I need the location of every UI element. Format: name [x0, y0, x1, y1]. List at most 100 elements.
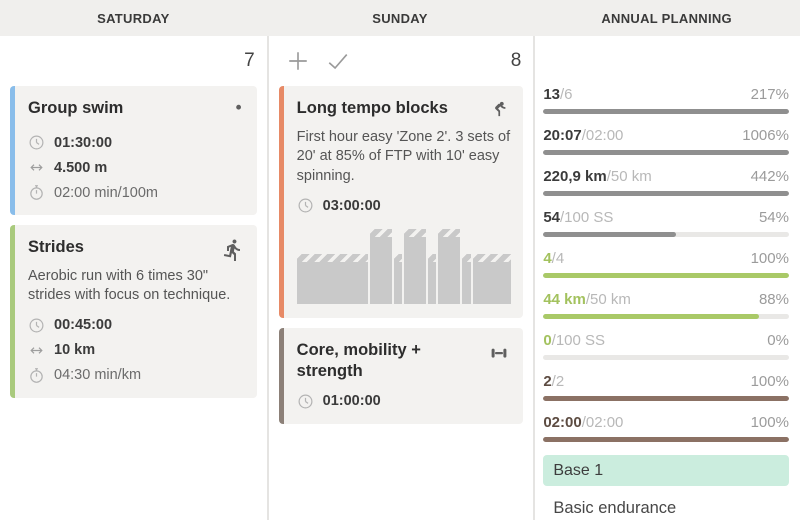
goal-progress-bar	[543, 396, 789, 401]
clock-icon	[297, 393, 314, 410]
goal-progress-bar	[543, 355, 789, 360]
goal-value: 02:00	[543, 414, 582, 431]
workout-profile-chart	[296, 226, 512, 305]
workout-profile-bar	[296, 254, 368, 305]
workout-title: Group swim	[28, 99, 124, 117]
goal-percent: 0%	[767, 332, 789, 349]
goal-progress-bar	[543, 191, 789, 196]
day-header-strip: SATURDAY SUNDAY ANNUAL PLANNING	[0, 0, 800, 36]
metric-value: 04:30 min/km	[54, 367, 142, 384]
workout-metric: 00:45:00	[28, 317, 245, 334]
stopwatch-icon	[28, 367, 45, 384]
goal-label: 4/4	[543, 250, 564, 268]
annual-goal-row: 13/6 217%	[543, 86, 789, 114]
annual-goal-row: 4/4 100%	[543, 250, 789, 278]
clock-icon	[28, 134, 45, 151]
annual-goal-row: 0/100 SS 0%	[543, 332, 789, 360]
goal-value: 0	[543, 332, 552, 349]
goal-progress-bar	[543, 273, 789, 278]
workout-profile-bar	[472, 254, 512, 305]
stopwatch-icon	[28, 184, 45, 201]
goal-target: /4	[551, 250, 565, 267]
goal-progress-bar	[543, 437, 789, 442]
phase-badge: Base 1	[543, 455, 789, 486]
goal-percent: 217%	[750, 86, 789, 103]
goal-value: 20:07	[543, 127, 582, 144]
metric-value: 01:30:00	[54, 134, 113, 151]
dumbbell-icon	[487, 341, 511, 365]
goal-percent: 54%	[758, 209, 789, 226]
goal-target: /50 km	[606, 168, 652, 185]
check-icon	[324, 47, 352, 75]
distance-arrow-icon	[28, 342, 45, 359]
column-annual-planning: 13/6 217% 20:07/02:00 1006% 220,9 km/50 …	[533, 36, 800, 520]
goal-value: 2	[543, 373, 552, 390]
workout-metric: 4.500 m	[28, 159, 245, 176]
goal-target: /02:00	[581, 414, 624, 431]
annual-goal-row: 54/100 SS 54%	[543, 209, 789, 237]
metric-value: 02:00 min/100m	[54, 184, 158, 201]
workout-metric: 03:00:00	[297, 197, 512, 214]
metric-value: 01:00:00	[322, 393, 381, 410]
workout-metric: 02:00 min/100m	[28, 184, 245, 201]
metric-value: 10 km	[54, 342, 96, 359]
workout-card[interactable]: Strides Aerobic run with 6 times 30" str…	[10, 225, 257, 398]
annual-goal-row: 02:00/02:00 100%	[543, 414, 789, 442]
workout-card[interactable]: Core, mobility + strength 01:00:00	[278, 328, 524, 424]
goal-target: /100 SS	[560, 209, 614, 226]
metric-value: 03:00:00	[322, 197, 381, 214]
day-header-annual-planning: ANNUAL PLANNING	[601, 10, 732, 26]
goal-target: /6	[560, 86, 573, 103]
clock-icon	[297, 197, 314, 214]
day-header-sunday: SUNDAY	[372, 10, 428, 26]
annual-goal-row: 44 km/50 km 88%	[543, 291, 789, 319]
goal-percent: 88%	[758, 291, 789, 308]
goal-label: 02:00/02:00	[543, 414, 623, 432]
goal-label: 20:07/02:00	[543, 127, 623, 145]
workout-metric: 04:30 min/km	[28, 367, 245, 384]
goal-value: 4	[543, 250, 552, 267]
goal-label: 44 km/50 km	[543, 291, 631, 309]
plus-icon	[284, 47, 312, 75]
sunday-day-number: 8	[510, 50, 522, 71]
goal-label: 13/6	[543, 86, 572, 104]
goal-value: 54	[543, 209, 560, 226]
workout-title: Core, mobility + strength	[296, 341, 421, 380]
complete-workout-button[interactable]	[323, 46, 353, 76]
goal-label: 2/2	[543, 373, 564, 391]
goal-target: /50 km	[585, 291, 631, 308]
goal-progress-bar	[543, 314, 789, 319]
run-icon	[221, 238, 245, 262]
add-workout-button[interactable]	[283, 46, 313, 76]
metric-value: 4.500 m	[54, 159, 108, 176]
workout-profile-bar	[428, 254, 437, 305]
goal-progress-bar	[543, 232, 789, 237]
goal-target: /02:00	[581, 127, 624, 144]
workout-metric: 01:30:00	[28, 134, 245, 151]
workout-card[interactable]: Group swim 01:30:00 4.500 m 02:00 min/10…	[10, 86, 257, 215]
goal-value: 13	[543, 86, 560, 103]
saturday-toolbar: 7	[0, 36, 267, 86]
goal-label: 54/100 SS	[543, 209, 613, 227]
annual-goal-row: 220,9 km/50 km 442%	[543, 168, 789, 196]
workout-description: First hour easy 'Zone 2'. 3 sets of 20' …	[296, 129, 511, 184]
distance-arrow-icon	[28, 159, 45, 176]
workout-card[interactable]: Long tempo blocks First hour easy 'Zone …	[278, 86, 524, 319]
workout-profile-bar	[393, 254, 403, 305]
saturday-day-number: 7	[244, 50, 255, 71]
workout-profile-bar	[404, 228, 426, 305]
goal-progress-bar	[543, 150, 789, 155]
workout-metric: 10 km	[28, 342, 245, 359]
goal-label: 220,9 km/50 km	[543, 168, 651, 186]
swim-icon	[221, 99, 245, 123]
day-header-saturday: SATURDAY	[97, 10, 170, 26]
workout-title: Long tempo blocks	[296, 99, 448, 117]
workout-profile-bar	[438, 228, 461, 305]
goal-label: 0/100 SS	[543, 332, 605, 350]
sunday-toolbar: 8	[269, 36, 534, 86]
goal-percent: 1006%	[742, 127, 789, 144]
annual-goal-row: 20:07/02:00 1006%	[543, 127, 789, 155]
goal-percent: 100%	[750, 373, 789, 390]
metric-value: 00:45:00	[54, 317, 113, 334]
